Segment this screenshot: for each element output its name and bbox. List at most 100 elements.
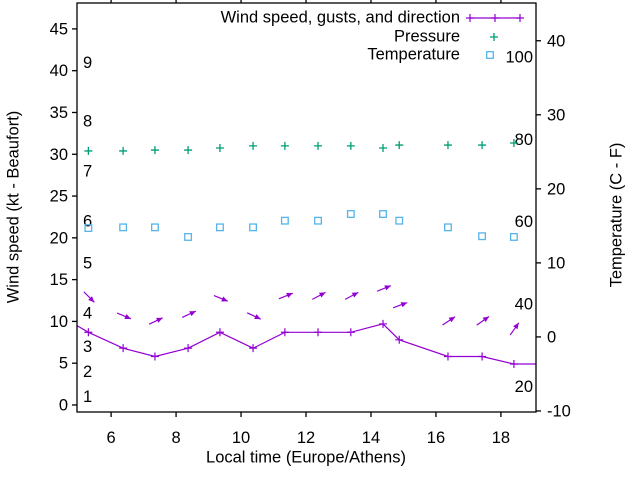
right-axis-tick-label: 0	[547, 328, 556, 346]
wind-direction-arrow-head	[482, 316, 490, 323]
wind-direction-arrow-head	[124, 314, 131, 320]
temperature-point-marker	[314, 216, 322, 225]
beaufort-scale-label: 7	[83, 162, 92, 180]
left-axis-tick-label: 35	[50, 104, 68, 122]
left-axis-tick-label: 0	[59, 396, 68, 414]
beaufort-scale-label: 2	[83, 363, 92, 381]
wind-point-marker	[249, 344, 258, 353]
wind-direction-arrow-head	[156, 317, 163, 323]
pressure-point-marker	[478, 141, 487, 150]
fahrenheit-scale-label: 20	[515, 378, 533, 396]
temperature-point-marker	[379, 210, 387, 218]
temperature-point-marker	[509, 233, 518, 241]
right-y-axis-title: Temperature (C - F)	[607, 142, 626, 288]
beaufort-scale-label: 1	[83, 388, 92, 406]
temperature-point-marker	[395, 216, 404, 225]
pressure-point-marker	[443, 141, 452, 150]
pressure-point-marker	[395, 141, 404, 150]
wind-point-marker	[346, 328, 355, 337]
wind-direction-arrow-head	[254, 314, 261, 320]
legend-wind-sample-marker	[466, 14, 474, 22]
wind-point-marker	[280, 328, 289, 337]
x-axis-tick-label: 14	[362, 429, 380, 447]
wind-direction-arrow-head	[88, 296, 95, 303]
left-axis-tick-label: 10	[50, 313, 68, 331]
wind-point-marker	[119, 344, 128, 353]
wind-point-marker	[478, 352, 487, 361]
wind-direction-arrow-head	[286, 292, 293, 298]
beaufort-scale-label: 5	[83, 254, 92, 272]
beaufort-scale-label: 6	[83, 213, 92, 231]
wind-direction-arrow-head	[189, 311, 196, 317]
left-axis-tick-label: 45	[50, 20, 68, 38]
wind-direction-arrow-head	[318, 292, 326, 298]
x-axis-tick-label: 16	[427, 429, 445, 447]
wind-direction-arrow-head	[384, 285, 391, 291]
temperature-point-marker	[346, 210, 355, 218]
x-axis-tick-label: 18	[492, 429, 510, 447]
wind-point-marker	[84, 328, 93, 337]
wind-direction-arrow-head	[221, 296, 228, 302]
temperature-point-marker	[215, 223, 224, 232]
pressure-point-marker	[249, 141, 258, 150]
wind-point-marker	[150, 352, 159, 361]
wind-point-marker	[509, 360, 518, 369]
pressure-point-marker	[509, 138, 518, 147]
left-y-axis-title: Wind speed (kt - Beaufort)	[4, 110, 23, 304]
right-axis-tick-label: -10	[547, 402, 571, 420]
temperature-point-marker	[84, 224, 93, 233]
temperature-point-marker	[478, 232, 487, 241]
right-axis-tick-label: 40	[547, 32, 565, 50]
legend-label-temperature: Temperature	[367, 45, 460, 64]
pressure-point-marker	[119, 146, 128, 155]
legend-pressure-sample-marker	[490, 33, 498, 41]
fahrenheit-scale-label: 40	[515, 296, 533, 314]
legend-label-pressure: Pressure	[393, 27, 460, 46]
pressure-point-marker	[280, 141, 289, 150]
pressure-point-marker	[379, 143, 387, 152]
left-axis-tick-label: 20	[50, 229, 68, 247]
beaufort-scale-label: 8	[83, 112, 92, 130]
right-axis-tick-label: 10	[547, 254, 565, 272]
legend-temperature-sample-marker	[486, 51, 494, 59]
right-axis-tick-label: 20	[547, 180, 565, 198]
wind-direction-arrow-head	[513, 322, 519, 330]
temperature-point-marker	[249, 223, 258, 232]
wind-point-marker	[395, 335, 404, 344]
temperature-point-marker	[444, 223, 452, 232]
temperature-point-marker	[280, 216, 289, 225]
pressure-point-marker	[150, 146, 159, 155]
pressure-point-marker	[346, 141, 355, 150]
pressure-point-marker	[84, 146, 93, 155]
plot-border	[76, 2, 537, 413]
beaufort-scale-label: 9	[83, 54, 92, 72]
fahrenheit-scale-label: 80	[515, 131, 533, 149]
wind-point-marker	[184, 344, 193, 353]
x-axis-tick-label: 8	[171, 429, 180, 447]
fahrenheit-scale-label: 100	[505, 49, 533, 67]
wind-direction-arrow-head	[400, 302, 408, 308]
left-axis-tick-label: 15	[50, 271, 68, 289]
wind-point-marker	[314, 328, 323, 337]
legend-label-wind: Wind speed, gusts, and direction	[220, 8, 460, 27]
pressure-point-marker	[215, 143, 224, 152]
legend-wind-sample-marker	[491, 14, 499, 22]
x-axis-tick-label: 6	[107, 429, 116, 447]
wind-speed-line	[76, 323, 536, 365]
wind-direction-arrow-head	[448, 316, 456, 323]
x-axis-tick-label: 12	[297, 429, 315, 447]
legend-wind-sample-marker	[516, 14, 524, 22]
wind-point-marker	[443, 352, 452, 361]
wind-direction-arrow-head	[351, 292, 359, 298]
left-axis-tick-label: 5	[59, 355, 68, 373]
wind-point-marker	[215, 328, 224, 337]
temperature-point-marker	[151, 223, 159, 232]
left-axis-tick-label: 40	[50, 62, 68, 80]
beaufort-scale-label: 3	[83, 338, 92, 356]
left-axis-tick-label: 30	[50, 146, 68, 164]
temperature-point-marker	[184, 233, 193, 241]
pressure-point-marker	[184, 146, 193, 155]
left-axis-tick-label: 25	[50, 188, 68, 206]
